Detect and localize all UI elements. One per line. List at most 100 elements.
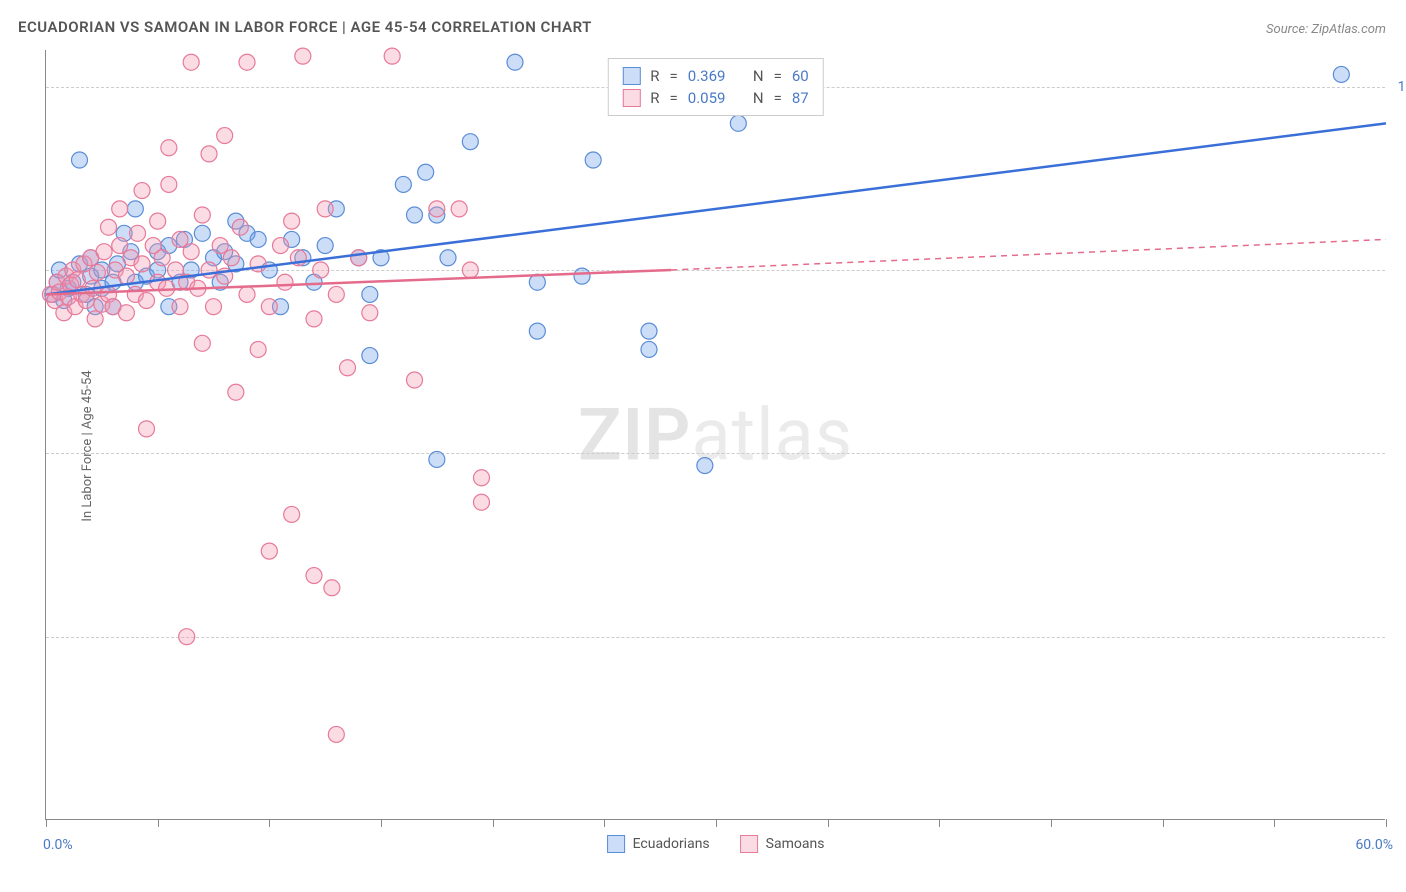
data-point bbox=[127, 201, 143, 217]
x-tick bbox=[716, 819, 717, 827]
data-point bbox=[507, 54, 523, 70]
data-point bbox=[273, 238, 289, 254]
data-point bbox=[697, 458, 713, 474]
plot-area: ZIPatlas 55.0%70.0%85.0%100.0% R= 0.369 … bbox=[45, 50, 1385, 820]
data-point bbox=[317, 201, 333, 217]
data-point bbox=[112, 201, 128, 217]
data-point bbox=[440, 250, 456, 266]
data-point bbox=[306, 568, 322, 584]
data-point bbox=[72, 152, 88, 168]
x-axis-max-label: 60.0% bbox=[1355, 837, 1393, 853]
data-point bbox=[154, 250, 170, 266]
data-point bbox=[574, 268, 590, 284]
data-point bbox=[362, 286, 378, 302]
data-point bbox=[161, 140, 177, 156]
data-point bbox=[183, 244, 199, 260]
data-point bbox=[451, 201, 467, 217]
regression-line-extrapolated bbox=[671, 239, 1386, 270]
chart-title: ECUADORIAN VS SAMOAN IN LABOR FORCE | AG… bbox=[18, 18, 592, 36]
y-tick-label: 100.0% bbox=[1398, 79, 1406, 95]
legend-item: Samoans bbox=[740, 835, 825, 853]
data-point bbox=[239, 286, 255, 302]
data-point bbox=[462, 134, 478, 150]
data-point bbox=[351, 250, 367, 266]
data-point bbox=[261, 299, 277, 315]
data-point bbox=[223, 250, 239, 266]
data-point bbox=[232, 219, 248, 235]
legend-swatch bbox=[740, 835, 758, 853]
swatch-samoans bbox=[622, 89, 640, 107]
data-point bbox=[194, 335, 210, 351]
data-point bbox=[239, 54, 255, 70]
data-point bbox=[118, 305, 134, 321]
data-point bbox=[69, 272, 85, 288]
data-point bbox=[150, 213, 166, 229]
data-point bbox=[362, 348, 378, 364]
data-point bbox=[217, 128, 233, 144]
data-point bbox=[168, 262, 184, 278]
x-tick bbox=[604, 819, 605, 827]
data-point bbox=[261, 543, 277, 559]
source-label: Source: ZipAtlas.com bbox=[1266, 22, 1386, 37]
legend-item: Ecuadorians bbox=[607, 835, 710, 853]
swatch-ecuadorians bbox=[622, 67, 640, 85]
x-tick bbox=[1051, 819, 1052, 827]
stats-row-samoans: R= 0.059 N= 87 bbox=[622, 87, 808, 109]
data-point bbox=[585, 152, 601, 168]
data-point bbox=[730, 115, 746, 131]
x-axis-min-label: 0.0% bbox=[43, 837, 73, 853]
data-point bbox=[172, 299, 188, 315]
data-point bbox=[139, 293, 155, 309]
data-point bbox=[101, 219, 117, 235]
data-point bbox=[194, 225, 210, 241]
stats-row-ecuadorians: R= 0.369 N= 60 bbox=[622, 65, 808, 87]
data-point bbox=[250, 231, 266, 247]
data-point bbox=[429, 201, 445, 217]
data-point bbox=[313, 262, 329, 278]
data-point bbox=[407, 207, 423, 223]
data-point bbox=[212, 238, 228, 254]
data-point bbox=[194, 207, 210, 223]
legend-swatch bbox=[607, 835, 625, 853]
data-point bbox=[277, 274, 293, 290]
data-point bbox=[462, 262, 478, 278]
x-tick bbox=[493, 819, 494, 827]
data-point bbox=[641, 323, 657, 339]
x-tick bbox=[269, 819, 270, 827]
x-tick bbox=[46, 819, 47, 827]
data-point bbox=[306, 311, 322, 327]
scatter-svg bbox=[46, 50, 1385, 819]
data-point bbox=[641, 341, 657, 357]
x-tick bbox=[939, 819, 940, 827]
data-point bbox=[87, 311, 103, 327]
data-point bbox=[317, 238, 333, 254]
data-point bbox=[228, 384, 244, 400]
data-point bbox=[474, 494, 490, 510]
data-point bbox=[139, 421, 155, 437]
data-point bbox=[284, 213, 300, 229]
data-point bbox=[250, 256, 266, 272]
data-point bbox=[112, 238, 128, 254]
stats-box: R= 0.369 N= 60 R= 0.059 N= 87 bbox=[607, 58, 823, 116]
data-point bbox=[324, 580, 340, 596]
data-point bbox=[328, 286, 344, 302]
data-point bbox=[201, 146, 217, 162]
data-point bbox=[418, 164, 434, 180]
data-point bbox=[134, 256, 150, 272]
x-tick bbox=[1386, 819, 1387, 827]
legend-label: Samoans bbox=[766, 836, 825, 852]
data-point bbox=[183, 54, 199, 70]
data-point bbox=[89, 264, 105, 280]
data-point bbox=[395, 176, 411, 192]
data-point bbox=[172, 231, 188, 247]
data-point bbox=[328, 726, 344, 742]
legend-label: Ecuadorians bbox=[633, 836, 710, 852]
x-tick bbox=[828, 819, 829, 827]
x-tick bbox=[381, 819, 382, 827]
data-point bbox=[529, 323, 545, 339]
data-point bbox=[250, 341, 266, 357]
x-tick bbox=[1163, 819, 1164, 827]
data-point bbox=[284, 506, 300, 522]
data-point bbox=[134, 183, 150, 199]
data-point bbox=[206, 299, 222, 315]
